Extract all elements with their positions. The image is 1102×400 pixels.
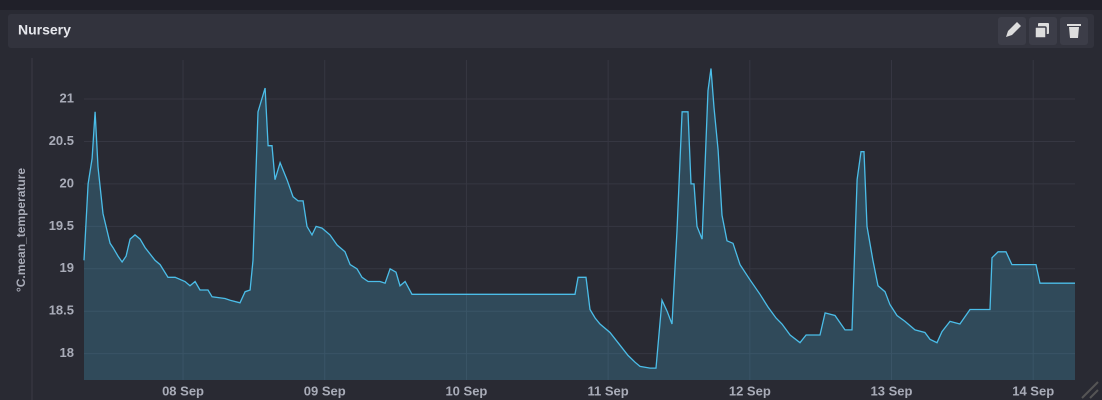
y-tick-label: 19.5 (49, 218, 74, 233)
y-axis-label: °C.mean_temperature (14, 168, 28, 293)
panel-header (8, 14, 1094, 48)
x-tick-label: 08 Sep (162, 383, 204, 398)
plot-area: 18 18.5 19 19.5 20 20.5 21 08 Sep 09 Sep 10 Sep 11… (49, 60, 1075, 398)
x-tick-label: 14 Sep (1012, 383, 1054, 398)
y-tick-label: 20.5 (49, 133, 74, 148)
x-tick-label: 13 Sep (871, 383, 913, 398)
area-fill (84, 68, 1075, 380)
y-tick-label: 20 (60, 175, 74, 190)
x-tick-label: 11 Sep (588, 383, 629, 398)
y-tick-label: 21 (60, 90, 74, 105)
y-tick-label: 18.5 (49, 303, 74, 318)
panel-title: Nursery (18, 22, 71, 38)
data-line (83, 68, 1075, 369)
resize-handle[interactable] (1081, 381, 1099, 399)
duplicate-button[interactable] (1029, 17, 1057, 45)
delete-button[interactable] (1060, 17, 1088, 45)
y-tick-label: 18 (60, 345, 74, 360)
y-tick-label: 19 (60, 260, 74, 275)
x-tick-label: 09 Sep (304, 383, 346, 398)
x-tick-label: 12 Sep (729, 383, 771, 398)
edit-button[interactable] (998, 17, 1026, 45)
x-tick-label: 10 Sep (445, 383, 487, 398)
panel (0, 10, 1102, 400)
